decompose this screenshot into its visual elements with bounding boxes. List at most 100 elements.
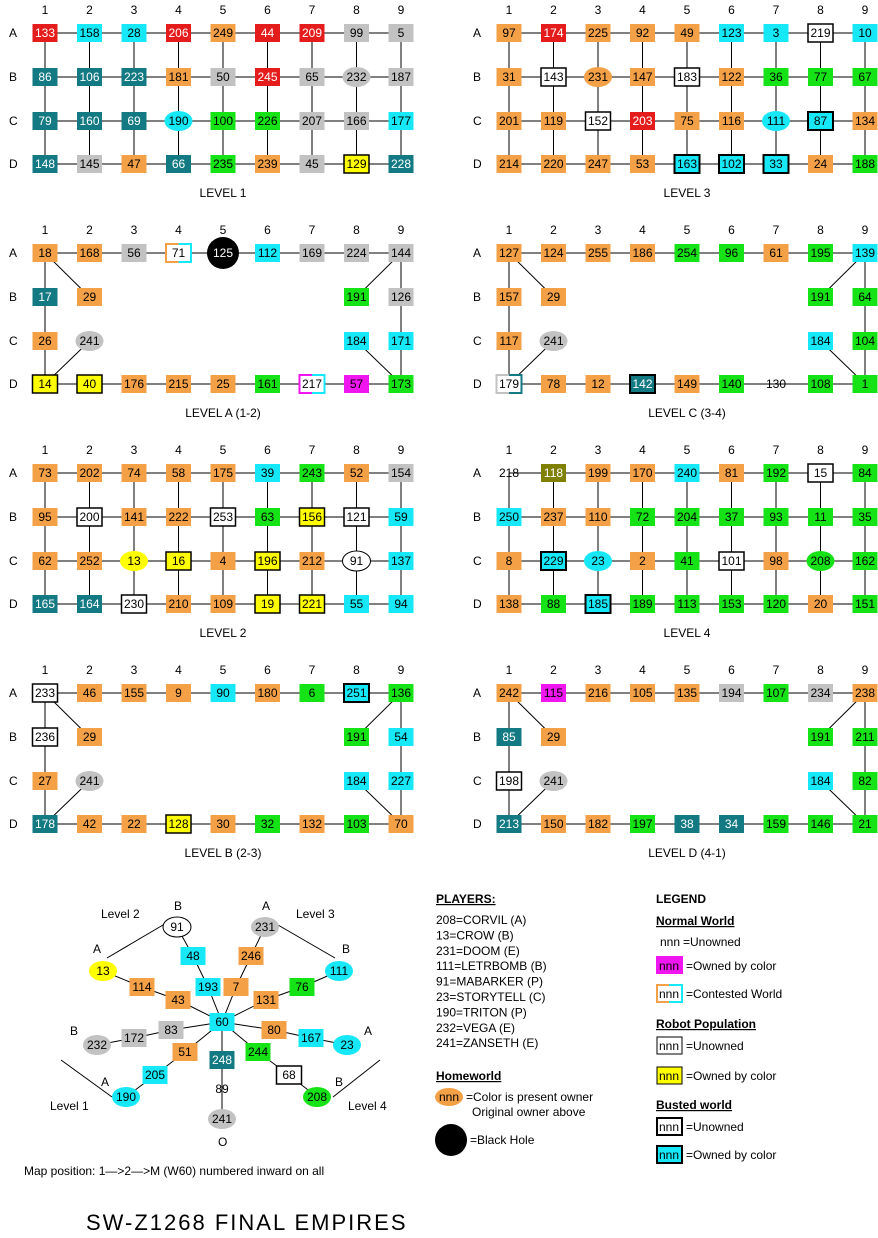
world-label: 219 [810,26,830,40]
world-node: 116 [719,112,744,130]
world-node: 186 [630,244,655,262]
hub-node: 60 [209,1013,235,1031]
world-label: 125 [213,246,233,260]
row-letter: D [473,377,482,391]
world-node: 234 [808,684,833,702]
world-node: 97 [496,24,522,42]
world-node: 6 [299,684,325,702]
world-box [630,815,655,833]
world-node: 177 [388,112,414,130]
map-position-note: Map position: 1—>2—>M (W60) numbered inw… [24,1164,324,1178]
world-node: 242 [496,684,522,702]
world-box [541,288,566,306]
hub-level-link [332,1059,381,1098]
world-label: 45 [305,157,319,171]
world-label: 87 [814,114,828,128]
world-label: 205 [145,1068,165,1082]
world-box [718,551,745,571]
world-box [808,68,833,86]
world-node: 200 [76,507,103,527]
world-node: 41 [674,552,700,570]
world-box [255,155,280,173]
world-node: 66 [166,155,191,173]
busted-unowned-text: =Unowned [686,1120,744,1134]
world-label: 191 [346,730,366,744]
world-box [77,112,102,130]
world-label: 235 [213,157,233,171]
world-box [343,154,370,174]
column-number: 9 [398,663,405,677]
world-node: 180 [255,684,280,702]
homeworld-marker [762,111,790,131]
world-box [852,684,878,702]
world-node: 115 [541,684,566,702]
world-node: 174 [541,24,566,42]
world-label: 192 [766,466,786,480]
world-box [719,595,744,613]
world-box [852,552,878,570]
world-label: 107 [766,686,786,700]
world-node: 35 [852,508,878,526]
world-node: 62 [32,552,58,570]
column-number: 8 [817,443,824,457]
world-box [541,112,566,130]
world-box [630,155,655,173]
column-number: 3 [131,223,138,237]
contested-text: =Contested World [686,987,782,1001]
world-box [210,595,236,613]
world-box [209,507,237,527]
world-node: 125 [207,237,239,269]
world-node: 34 [719,815,744,833]
world-box [541,155,566,173]
world-box [298,507,326,527]
homeworld-header: Homeworld [436,1069,501,1083]
world-box [852,332,878,350]
world-node: 191 [344,288,369,306]
world-label: 217 [302,377,322,391]
world-node: 225 [585,24,611,42]
world-label: 218 [499,466,519,480]
player-entry: 208=CORVIL (A) [436,913,526,927]
hub-label: Level 4 [348,1099,387,1113]
world-box [852,24,878,42]
world-box [630,464,655,482]
column-number: 9 [398,223,405,237]
robot-unowned-sample: nnn [659,1039,679,1053]
world-box [388,155,414,173]
world-box [255,464,280,482]
world-node: 13 [120,551,148,571]
world-label: 130 [766,377,786,391]
world-label: 249 [213,26,233,40]
world-label: 23 [340,1038,354,1052]
world-node: 106 [77,68,102,86]
world-box [255,68,280,86]
world-node: 166 [344,112,369,130]
world-label: 247 [588,157,608,171]
homeworld-marker [162,916,192,938]
world-node: 108 [808,375,833,393]
world-node: 136 [388,684,414,702]
world-label: 239 [257,157,277,171]
level-grid: 1 2 3 4 5 6 7 8 9 A B C D 73 202 74 58 175 39 243 52 154 95 200… [9,443,414,640]
world-box [77,244,102,262]
world-box [585,815,611,833]
world-label: 251 [346,686,366,700]
world-node: 135 [674,684,700,702]
world-box [172,1043,198,1061]
world-node: 59 [388,508,414,526]
world-label: 82 [858,774,872,788]
world-node: 67 [852,68,878,86]
world-node: 212 [299,552,325,570]
world-box [253,991,279,1009]
row-letter: B [9,510,17,524]
world-label: 94 [394,597,408,611]
world-box [630,552,655,570]
world-label: 91 [170,920,184,934]
world-node: 42 [77,815,102,833]
contested-edge [509,374,523,394]
world-label: 171 [391,334,411,348]
world-label: 147 [632,70,652,84]
world-box [77,24,102,42]
world-label: 115 [544,686,563,700]
world-label: 170 [632,466,652,480]
